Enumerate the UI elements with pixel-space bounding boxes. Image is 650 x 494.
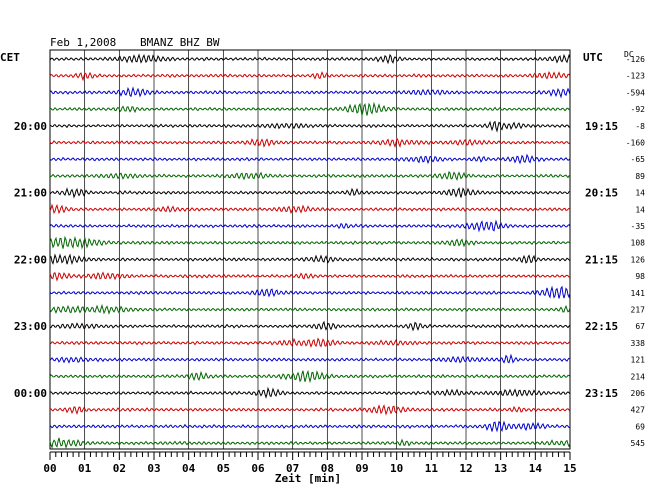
right-timezone-label: UTC <box>583 51 603 64</box>
right-time-label: 22:15 <box>585 320 618 333</box>
dc-offset-label: -92 <box>631 105 646 114</box>
chart-date: Feb 1,2008 <box>50 36 116 49</box>
dc-offset-label: 121 <box>631 356 646 365</box>
dc-offset-label: 14 <box>635 189 645 198</box>
dc-offset-label: 69 <box>635 422 645 431</box>
right-time-label: 21:15 <box>585 253 618 266</box>
seismic-trace <box>49 70 571 82</box>
seismic-trace <box>49 369 571 384</box>
dc-offset-label: 217 <box>631 306 646 315</box>
seismic-trace <box>49 53 571 65</box>
x-tick-label: 01 <box>78 462 92 475</box>
seismic-traces <box>49 53 571 450</box>
right-time-label: 23:15 <box>585 387 618 400</box>
seismic-trace <box>49 137 571 149</box>
seismic-trace <box>49 186 571 199</box>
dc-offset-label: 108 <box>631 239 646 248</box>
x-tick-label: 00 <box>43 462 56 475</box>
seismic-trace <box>49 170 571 182</box>
seismic-trace <box>49 404 571 416</box>
dc-offset-label: -126 <box>626 55 645 64</box>
seismic-trace <box>49 253 571 265</box>
x-tick-label: 07 <box>286 462 299 475</box>
seismic-trace <box>49 353 571 364</box>
seismic-trace <box>49 101 571 116</box>
dc-offset-label: -594 <box>626 88 645 97</box>
left-time-label: 21:00 <box>14 187 47 200</box>
x-tick-label: 13 <box>494 462 507 475</box>
x-tick-label: 09 <box>355 462 368 475</box>
plot-grid <box>49 49 571 450</box>
seismic-trace <box>49 219 571 233</box>
seismic-trace <box>49 203 571 215</box>
x-tick-label: 14 <box>529 462 543 475</box>
seismic-trace <box>49 285 571 299</box>
dc-offset-label: -160 <box>626 139 645 148</box>
seismic-trace <box>49 437 571 450</box>
dc-offset-label: -65 <box>631 155 646 164</box>
left-timezone-label: CET <box>0 51 20 64</box>
x-tick-label: 06 <box>251 462 265 475</box>
x-tick-label: 15 <box>563 462 576 475</box>
seismic-trace <box>49 271 571 282</box>
dc-offset-label: 67 <box>635 322 645 331</box>
dc-offset-label: 14 <box>635 205 645 214</box>
x-tick-label: 02 <box>113 462 126 475</box>
seismic-trace <box>49 153 571 165</box>
seismic-trace <box>49 120 571 133</box>
time-labels: 20:00 21:00 22:00 23:00 00:00 19:15 20:15 21:15… <box>14 55 645 448</box>
dc-offset-label: 89 <box>635 172 645 181</box>
dc-offset-label: -35 <box>631 222 646 231</box>
seismic-trace <box>49 420 571 433</box>
dc-offset-label: -8 <box>635 122 645 131</box>
left-time-label: 00:00 <box>14 387 47 400</box>
dc-offset-label: 141 <box>631 289 646 298</box>
left-time-label: 20:00 <box>14 120 47 133</box>
x-tick-label: 11 <box>425 462 439 475</box>
dc-offset-label: 98 <box>635 272 645 281</box>
dc-offset-label: 126 <box>631 255 646 264</box>
plot-frame <box>49 49 571 450</box>
x-axis-label: Zeit [min] <box>275 472 341 485</box>
dc-offset-label: 338 <box>631 339 646 348</box>
x-tick-label: 05 <box>217 462 230 475</box>
seismic-trace <box>49 320 571 332</box>
x-tick-label: 04 <box>182 462 196 475</box>
dc-offset-label: 545 <box>631 439 646 448</box>
seismic-trace <box>49 303 571 315</box>
x-axis: 00 01 02 03 04 05 06 07 08 09 10 11 12 13 14 15 <box>43 451 577 475</box>
left-time-label: 23:00 <box>14 320 47 333</box>
x-tick-label: 03 <box>147 462 160 475</box>
x-tick-label: 12 <box>459 462 472 475</box>
dc-column-label: DC <box>624 50 634 59</box>
right-time-label: 20:15 <box>585 187 618 200</box>
dc-offset-label: 214 <box>631 372 646 381</box>
left-time-label: 22:00 <box>14 253 47 266</box>
right-time-label: 19:15 <box>585 120 618 133</box>
seismic-trace <box>49 235 571 250</box>
seismic-trace <box>49 86 571 99</box>
x-tick-label: 08 <box>321 462 334 475</box>
dc-offset-label: 427 <box>631 406 646 415</box>
seismic-trace <box>49 386 571 399</box>
chart-station: BMANZ BHZ BW <box>140 36 220 49</box>
dc-offset-label: -123 <box>626 72 645 81</box>
x-tick-label: 10 <box>390 462 403 475</box>
seismic-trace <box>49 337 571 349</box>
dc-offset-label: 206 <box>631 389 646 398</box>
